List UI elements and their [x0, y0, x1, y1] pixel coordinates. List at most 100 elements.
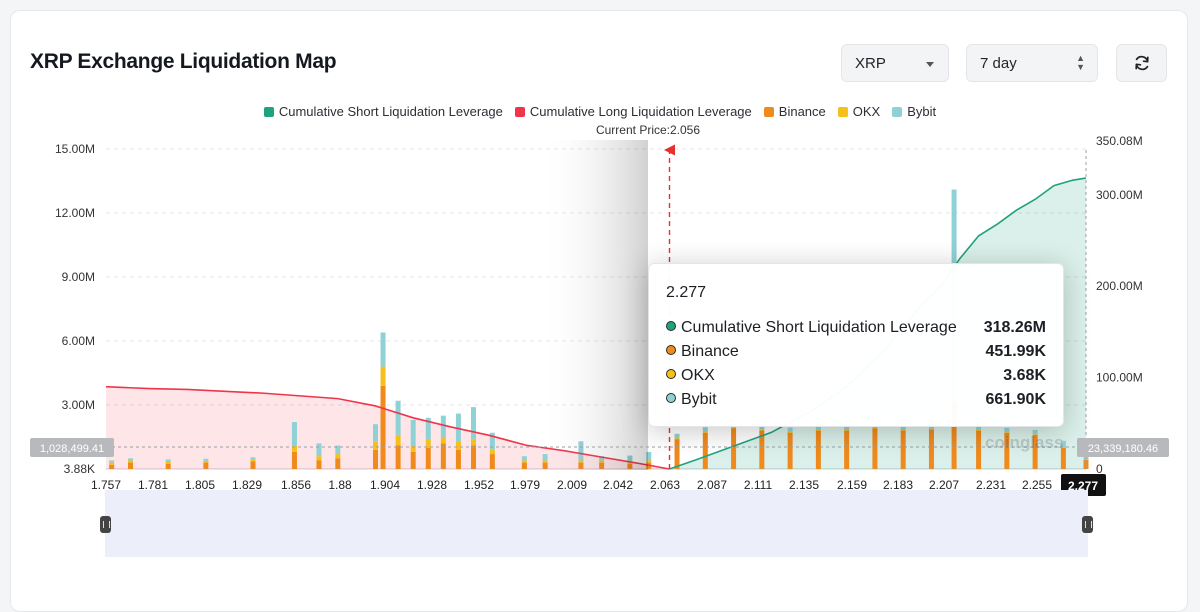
bybit-bar [425, 417, 431, 440]
tooltip-value: 318.26M [983, 319, 1046, 336]
y-left-tick: 6.00M [62, 334, 95, 348]
legend-item[interactable]: Cumulative Short Liquidation Leverage [263, 104, 503, 119]
bybit-bar [455, 413, 461, 442]
bybit-bar [373, 424, 378, 442]
okx-bar [203, 460, 209, 463]
x-tick-label: 2.207 [929, 478, 959, 492]
okx-bar [410, 445, 416, 452]
bybit-bar [674, 433, 680, 439]
zoom-range-selector[interactable] [105, 490, 1088, 557]
y-right-tick: 100.00M [1096, 371, 1143, 385]
y-left-tick: 9.00M [62, 270, 95, 284]
binance-bar [425, 447, 431, 469]
okx-bar [440, 437, 446, 444]
legend-label: OKX [852, 104, 881, 119]
okx-bar [1060, 447, 1066, 448]
okx-bar [335, 454, 341, 459]
okx-bar [731, 427, 737, 429]
y-left-tick: 15.00M [55, 142, 95, 156]
tooltip-value: 661.90K [985, 391, 1047, 408]
okx-bar [900, 429, 906, 431]
okx-bar [787, 431, 793, 433]
bybit-bar [203, 458, 209, 461]
bybit-bar [900, 425, 906, 430]
binance-bar [900, 430, 906, 469]
refresh-icon [1135, 55, 1149, 71]
binance-bar [203, 462, 209, 469]
okx-bar [425, 439, 431, 448]
zoom-handle-right[interactable] [1082, 516, 1093, 533]
binance-bar [373, 449, 378, 469]
symbol-select[interactable]: XRP [841, 44, 949, 82]
binance-bar [951, 405, 957, 469]
bybit-bar [380, 332, 386, 367]
tooltip-row: Binance 451.99K [666, 343, 1046, 365]
binance-bar [976, 430, 982, 469]
caret-down-icon [926, 62, 934, 67]
bybit-bar [1060, 440, 1066, 448]
x-tick-label: 2.042 [603, 478, 633, 492]
focus-shade [540, 140, 648, 470]
crosshair-left-value: 1,028,499.41 [40, 443, 104, 455]
x-tick-label: 1.757 [91, 478, 121, 492]
tooltip-row: Bybit 661.90K [666, 391, 1046, 413]
binance-bar [759, 430, 765, 469]
okx-bar [759, 429, 765, 431]
current-price-label: Current Price:2.056 [595, 123, 701, 137]
y-right-tick: 0 [1096, 462, 1103, 476]
time-range-value: 7 day [980, 55, 1017, 72]
y-left-tick: 3.88K [64, 462, 95, 476]
refresh-button[interactable] [1116, 44, 1167, 82]
symbol-select-value: XRP [855, 55, 886, 72]
legend-item[interactable]: Binance [763, 104, 826, 119]
x-tick-label: 2.183 [883, 478, 913, 492]
bybit-bar [702, 427, 708, 432]
page-title: XRP Exchange Liquidation Map [30, 50, 337, 73]
okx-bar [109, 462, 115, 465]
binance-bar [1004, 432, 1010, 469]
bybit-bar [250, 457, 256, 460]
time-range-select[interactable]: 7 day ▲ ▼ [966, 44, 1098, 82]
watermark-logo: coinglass [985, 433, 1064, 452]
tooltip-label: Cumulative Short Liquidation Leverage [681, 319, 957, 336]
x-tick-label: 1.88 [328, 478, 352, 492]
bybit-bar [109, 460, 115, 463]
crosshair-overlay: 1,028,499.41 23,339,180.46 2.277 [30, 144, 1169, 496]
bybit-bar [521, 456, 527, 461]
binance-bar [471, 445, 476, 469]
bybit-bar [440, 415, 446, 437]
legend-label: Cumulative Long Liquidation Leverage [529, 104, 752, 119]
okx-bar [872, 427, 878, 429]
binance-bar [489, 454, 495, 469]
binance-bar [815, 430, 821, 469]
legend-item[interactable]: Bybit [892, 104, 936, 119]
x-tick-label: 2.255 [1022, 478, 1052, 492]
okx-bar [250, 459, 256, 462]
legend-label: Bybit [907, 104, 937, 119]
binance-bar [380, 385, 386, 469]
legend-swatch [763, 107, 774, 117]
binance-bar [250, 461, 256, 469]
x-tick-label: 2.087 [697, 478, 727, 492]
okx-bar [291, 445, 297, 452]
bybit-bar [489, 432, 495, 450]
binance-bar [395, 445, 401, 469]
x-tick-label: 1.781 [138, 478, 168, 492]
bybit-bar [1004, 427, 1010, 433]
legend-item[interactable]: OKX [837, 104, 881, 119]
zoom-handle-left[interactable] [100, 516, 111, 533]
x-tick-label: 2.111 [744, 478, 773, 492]
binance-bar [731, 428, 737, 469]
binance-bar [316, 460, 322, 469]
bybit-bar [165, 459, 171, 462]
binance-bar [440, 443, 446, 469]
binance-bar [928, 429, 934, 469]
okx-bar [1032, 434, 1038, 435]
bybit-bar [128, 458, 133, 461]
legend-item[interactable]: Cumulative Long Liquidation Leverage [514, 104, 752, 119]
chart-tooltip: 2.277 Cumulative Short Liquidation Lever… [648, 263, 1064, 427]
okx-bar [380, 366, 386, 386]
tooltip-label: Bybit [681, 391, 717, 408]
okx-bar [976, 429, 982, 431]
okx-bar [928, 428, 934, 430]
